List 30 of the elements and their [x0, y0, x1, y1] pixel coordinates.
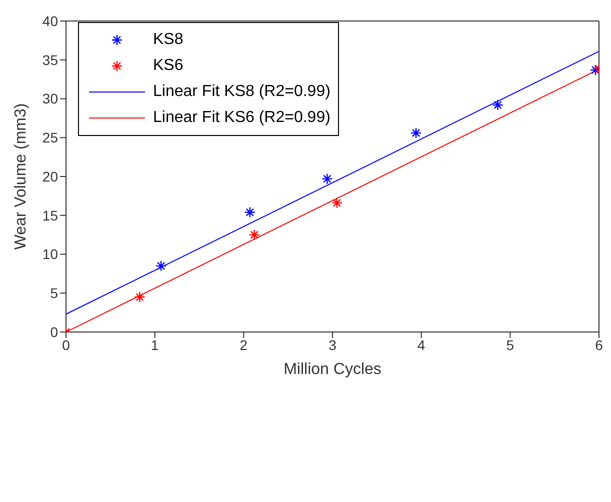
y-tick-label: 20: [42, 168, 58, 184]
y-tick-label: 15: [42, 207, 58, 224]
point: [244, 206, 256, 218]
point: [492, 99, 504, 111]
point: [155, 260, 167, 272]
y-tick-label: 25: [42, 130, 58, 146]
point: [134, 291, 146, 303]
y-tick-label: 10: [42, 246, 58, 262]
x-tick-label: 6: [595, 336, 604, 353]
y-tick-label: 5: [50, 285, 58, 302]
x-tick-label: 2: [240, 336, 248, 353]
point: [331, 197, 343, 209]
x-tick-label: 4: [417, 336, 426, 353]
point: [248, 229, 260, 240]
point: [410, 127, 422, 139]
y-tick-label: 30: [42, 90, 58, 107]
legend-label: KS8: [153, 31, 184, 49]
y-tick-label: 40: [42, 12, 58, 29]
y-tick-label: 35: [42, 52, 58, 68]
x-tick-label: 1: [150, 336, 159, 353]
x-axis-title: Million Cycles: [284, 361, 382, 378]
x-tick-label: 0: [62, 336, 70, 353]
y-axis-title: Wear Volume (mm3): [12, 103, 30, 250]
legend-label: KS6: [153, 57, 184, 75]
legend-label: Linear Fit KS6 (R2=0.99): [153, 109, 330, 127]
x-tick-label: 3: [328, 336, 337, 353]
legend-label: Linear Fit KS8 (R2=0.99): [153, 83, 330, 101]
point: [322, 173, 333, 184]
y-tick-label: 0: [50, 324, 58, 340]
x-tick-label: 5: [506, 336, 514, 353]
